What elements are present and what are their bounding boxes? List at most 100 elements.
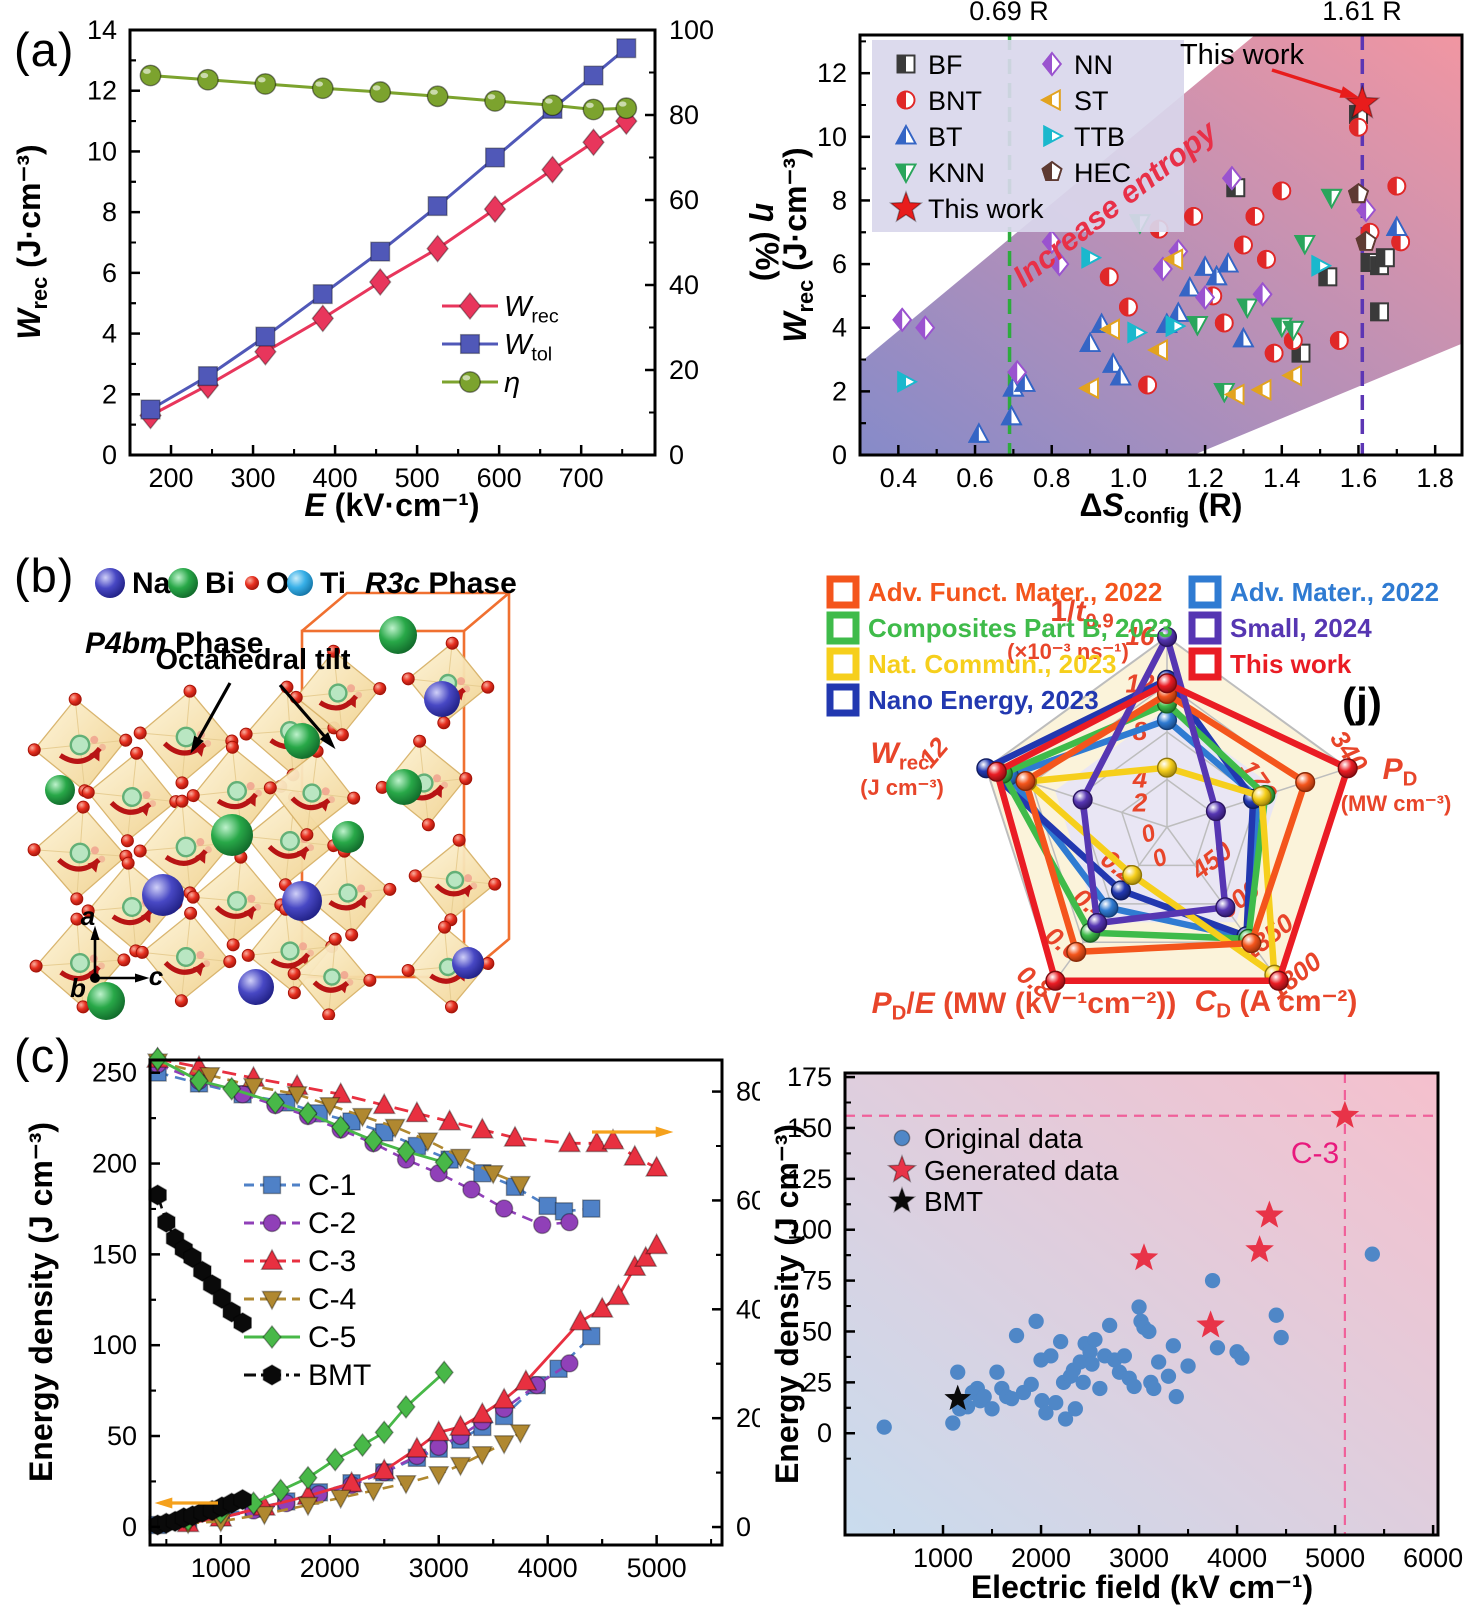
phase-label-p4bm: P4bm Phase xyxy=(85,627,263,660)
y-tick-label: 4 xyxy=(832,313,847,343)
y-tick-label: 2 xyxy=(832,376,847,406)
legend-label: BMT xyxy=(308,1359,371,1392)
legend-label: Wtol xyxy=(504,329,552,365)
atom-legend-label: O xyxy=(266,567,289,600)
y2-axis-title: η (%) xyxy=(749,203,780,281)
legend-label: Adv. Funct. Mater., 2022 xyxy=(868,577,1162,607)
octahedron xyxy=(289,644,387,742)
x-tick-label: 1000 xyxy=(913,1543,973,1573)
x-tick-label: 2000 xyxy=(300,1553,360,1583)
wrec-vs-entropy-scatter-chart: 0.4 0.6 0.8 1.0 1.2 1.4 1.6 1.8 0 2 4 6 8 10 12 ΔSconfi… xyxy=(780,0,1464,528)
radar-axis-unit: (×10⁻³ ns⁻¹) xyxy=(1007,639,1129,664)
x-tick-label: 1.2 xyxy=(1186,463,1224,493)
y-tick-label: 175 xyxy=(787,1062,832,1092)
legend-label: NN xyxy=(1074,50,1113,80)
octahedron xyxy=(133,684,239,790)
y-tick-label: 125 xyxy=(787,1164,832,1194)
x-tick-label: 3000 xyxy=(1109,1543,1169,1573)
atom-sphere xyxy=(424,681,460,717)
radar-axis-title: CD (A cm⁻²) xyxy=(1195,985,1358,1020)
panel-label-c: (c) xyxy=(14,1029,72,1082)
legend-label: Adv. Mater., 2022 xyxy=(1230,577,1439,607)
y-tick-label: 100 xyxy=(787,1215,832,1245)
radar-axis-unit: (MW cm⁻³) xyxy=(1341,791,1452,816)
atom-sphere xyxy=(211,814,253,856)
legend-label: Generated data xyxy=(924,1155,1119,1186)
series-BMTf xyxy=(148,1184,253,1334)
radar-series-Small, 2024 xyxy=(1072,626,1236,934)
x-tick-label: 0.4 xyxy=(880,463,918,493)
legend-swatch xyxy=(1188,611,1222,645)
annotation-text: C-3 xyxy=(1291,1137,1339,1170)
y-tick-label: 250 xyxy=(92,1058,137,1088)
octahedron xyxy=(133,794,239,900)
radar-axis-title: PD/E (MW (kV⁻¹cm⁻²)) xyxy=(872,987,1177,1020)
x-tick-label: 500 xyxy=(395,463,440,493)
legend-label: Nano Energy, 2023 xyxy=(868,685,1099,715)
radar-tick-label: 2 xyxy=(1132,787,1148,817)
radar-series-This work xyxy=(986,673,1358,991)
y-tick-label: 10 xyxy=(817,122,847,152)
radar-axis-title: 1/t0.9 xyxy=(1050,595,1113,633)
legend-label: ST xyxy=(1074,86,1109,116)
atom-sphere xyxy=(379,616,417,654)
x-tick-label: 300 xyxy=(231,463,276,493)
y-tick-label: 12 xyxy=(87,76,117,106)
y2-tick-label: 40 xyxy=(736,1294,760,1324)
y-tick-label: 10 xyxy=(87,136,117,166)
octahedron xyxy=(263,744,361,842)
x-tick-label: 1.6 xyxy=(1340,463,1378,493)
series-C-5 xyxy=(178,1360,454,1532)
series-TTB xyxy=(897,246,1333,393)
y2-tick-label: 20 xyxy=(736,1403,760,1433)
y2-tick-label: 0 xyxy=(669,440,684,470)
atom-sphere xyxy=(168,568,198,598)
x-axis-title: Electric field (kV cm⁻¹) xyxy=(971,1569,1313,1605)
atom-sphere xyxy=(95,568,125,598)
atom-sphere xyxy=(282,881,322,921)
y2-tick-label: 60 xyxy=(736,1185,760,1215)
legend-swatch xyxy=(1188,647,1222,681)
y-axis-title: Energy density (J cm⁻³) xyxy=(23,1122,59,1482)
x-tick-label: 6000 xyxy=(1403,1543,1463,1573)
atom-legend-label: Ti xyxy=(320,567,346,600)
legend-label: C-4 xyxy=(308,1283,356,1316)
legend-label: This work xyxy=(1230,649,1352,679)
x-tick-label: 1.0 xyxy=(1110,463,1148,493)
y-tick-label: 100 xyxy=(92,1330,137,1360)
x-axis-title: ΔSconfig (R) xyxy=(1080,487,1243,528)
y-tick-label: 25 xyxy=(802,1367,832,1397)
panel-label-j: (j) xyxy=(1342,679,1382,726)
legend: BF BNT BT KNN NN ST TTB HEC This work xyxy=(872,40,1184,232)
octahedron xyxy=(27,800,133,906)
legend-label: BT xyxy=(928,122,963,152)
legend: C-1 C-2 C-3 C-4 C-5 BMT xyxy=(244,1169,371,1392)
y2-tick-label: 20 xyxy=(669,355,699,385)
x-tick-label: 700 xyxy=(559,463,604,493)
legend-label: Nat. Commun., 2023 xyxy=(868,649,1117,679)
y-tick-label: 50 xyxy=(802,1316,832,1346)
x-tick-label: 5000 xyxy=(627,1553,687,1583)
legend-label: BNT xyxy=(928,86,982,116)
y-tick-label: 0 xyxy=(102,440,117,470)
y-tick-label: 6 xyxy=(832,249,847,279)
legend-label: Composites Part B, 2023 xyxy=(868,613,1173,643)
radar-axis-title: Wrec xyxy=(871,737,930,775)
atom-legend-label: Na xyxy=(132,567,171,600)
legend-swatch xyxy=(826,647,860,681)
y-tick-label: 50 xyxy=(107,1421,137,1451)
octahedral-tilt-label: Octahedral tilt xyxy=(156,644,351,676)
atom-sphere xyxy=(287,570,313,596)
x-tick-label: 400 xyxy=(313,463,358,493)
series-Wtol xyxy=(140,38,637,420)
y2-tick-label: 60 xyxy=(669,185,699,215)
x-tick-label: 4000 xyxy=(1207,1543,1267,1573)
legend-label: KNN xyxy=(928,158,985,188)
y-tick-label: 150 xyxy=(787,1113,832,1143)
atom-sphere xyxy=(284,723,320,759)
series-BMT xyxy=(148,1488,253,1536)
atom-sphere xyxy=(332,821,364,853)
composite-energy-density-line-chart: 1000 2000 3000 4000 5000 0 50 100 150 200 250 0 20 40… xyxy=(23,1046,760,1583)
atom-legend-label: Bi xyxy=(205,567,235,600)
